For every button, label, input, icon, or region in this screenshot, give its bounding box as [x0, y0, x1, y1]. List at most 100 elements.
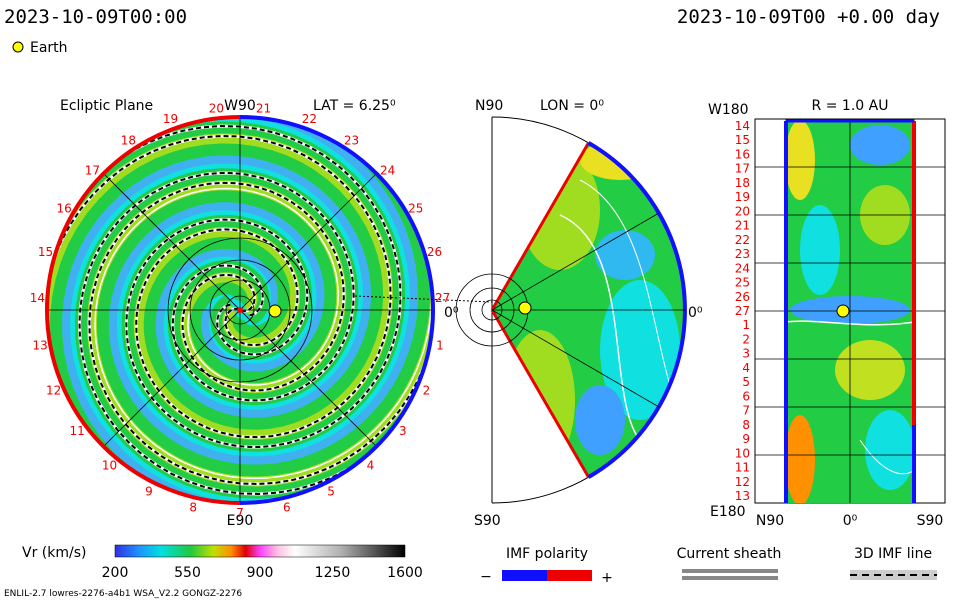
- carrington-label: 8: [742, 418, 750, 432]
- rad-x-mid: 0⁰: [843, 513, 858, 529]
- carrington-label: 16: [735, 147, 750, 161]
- earth: [518, 301, 532, 315]
- spiral-core: [47, 133, 394, 503]
- rad-bottom-left: E180: [710, 504, 746, 520]
- sun: [237, 307, 243, 313]
- rad-title: R = 1.0 AU: [812, 98, 889, 114]
- polarity-plus: +: [601, 570, 613, 586]
- carrington-label: 9: [742, 432, 750, 446]
- radial-panel: W180 R = 1.0 AU E180 N90 0⁰ S90 14151617…: [708, 98, 946, 529]
- carrington-label: 21: [735, 219, 750, 233]
- colorbar-tick: 1600: [387, 565, 423, 581]
- carrington-label: 2: [423, 383, 431, 397]
- carrington-label: 26: [427, 245, 442, 259]
- carrington-label: 22: [735, 233, 750, 247]
- polarity-minus: −: [480, 569, 492, 585]
- carrington-label: 24: [380, 164, 395, 178]
- carrington-label: 6: [742, 389, 750, 403]
- carrington-label: 23: [344, 133, 359, 147]
- carrington-label: 19: [163, 112, 178, 126]
- carrington-label: 6: [283, 501, 291, 515]
- carrington-label: 18: [121, 133, 136, 147]
- spiral-core: [86, 117, 433, 487]
- earth: [836, 304, 850, 318]
- carrington-label: 17: [85, 164, 100, 178]
- imf-line-label: 3D IMF line: [854, 546, 932, 562]
- mer-lon: LON = 0⁰: [540, 98, 604, 114]
- mer-top: N90: [475, 98, 503, 114]
- carrington-label: 1: [742, 318, 750, 332]
- carrington-label: 8: [189, 501, 197, 515]
- carrington-label: 12: [735, 475, 750, 489]
- ecl-lat: LAT = 6.25⁰: [313, 98, 396, 114]
- ecliptic-panel: Ecliptic Plane W90 LAT = 6.25⁰ 0⁰ E90 12…: [30, 98, 493, 529]
- imf-dash: [47, 134, 392, 481]
- rad-top-left: W180: [708, 102, 749, 118]
- sheath-line: [682, 576, 778, 580]
- border-red: [45, 115, 241, 505]
- time-left: 2023-10-09T00:00: [4, 6, 187, 28]
- imf-dash: [88, 139, 433, 486]
- sheath-line: [682, 569, 778, 573]
- carrington-label: 10: [102, 459, 117, 473]
- carrington-label: 22: [302, 112, 317, 126]
- footer-model: ENLIL-2.7 lowres-2276-a4b1 WSA_V2.2 GONG…: [4, 589, 242, 599]
- colorbar-label: Vr (km/s): [22, 545, 86, 561]
- rad-x-right: S90: [917, 513, 944, 529]
- carrington-label: 16: [57, 202, 72, 216]
- carrington-label: 3: [742, 347, 750, 361]
- imf-dash: [78, 131, 433, 496]
- earth-icon: [12, 41, 24, 53]
- carrington-label: 15: [38, 245, 53, 259]
- polarity-pos: [547, 570, 592, 581]
- carrington-label: 26: [735, 290, 750, 304]
- ecl-right: 0⁰: [444, 305, 459, 321]
- carrington-label: 9: [145, 484, 153, 498]
- carrington-label: 7: [236, 506, 244, 520]
- carrington-label: 7: [742, 404, 750, 418]
- carrington-label: 4: [367, 459, 375, 473]
- imf-dash: [47, 124, 402, 489]
- earth: [268, 304, 282, 318]
- carrington-label: 10: [735, 446, 750, 460]
- meridional-panel: N90 LON = 0⁰ 0⁰ S90: [455, 98, 703, 529]
- ecl-top: W90: [224, 98, 256, 114]
- carrington-label: 21: [256, 101, 271, 115]
- earth-line: [354, 295, 493, 303]
- carrington-label: 3: [399, 424, 407, 438]
- carrington-label: 27: [735, 304, 750, 318]
- rad-x-left: N90: [756, 513, 784, 529]
- carrington-label: 13: [735, 489, 750, 503]
- carrington-label: 24: [735, 261, 750, 275]
- carrington-label: 5: [327, 484, 335, 498]
- carrington-label: 14: [30, 291, 45, 305]
- ecl-bottom: E90: [227, 513, 254, 529]
- carrington-label: 11: [735, 461, 750, 475]
- carrington-label: 25: [735, 276, 750, 290]
- time-right: 2023-10-09T00 +0.00 day: [677, 6, 940, 28]
- legend-earth: Earth: [30, 40, 68, 56]
- carrington-label: 23: [735, 247, 750, 261]
- carrington-label: 20: [735, 204, 750, 218]
- carrington-label: 25: [408, 202, 423, 216]
- carrington-label: 5: [742, 375, 750, 389]
- mer-right: 0⁰: [688, 305, 703, 321]
- carrington-label: 1: [436, 338, 444, 352]
- carrington-label: 20: [209, 101, 224, 115]
- carrington-label: 2: [742, 332, 750, 346]
- sheath-label: Current sheath: [677, 546, 782, 562]
- carrington-label: 19: [735, 190, 750, 204]
- colorbar: [114, 544, 406, 558]
- colorbar-tick: 1250: [315, 565, 351, 581]
- carrington-label: 11: [70, 424, 85, 438]
- colorbar-tick: 900: [247, 565, 274, 581]
- mer-bottom: S90: [474, 513, 501, 529]
- colorbar-tick: 550: [174, 565, 201, 581]
- border-blue: [239, 115, 435, 505]
- polarity-neg: [502, 570, 547, 581]
- carrington-label: 17: [735, 162, 750, 176]
- carrington-label: 4: [742, 361, 750, 375]
- carrington-label: 27: [435, 291, 450, 305]
- imf-line-band: [850, 570, 937, 580]
